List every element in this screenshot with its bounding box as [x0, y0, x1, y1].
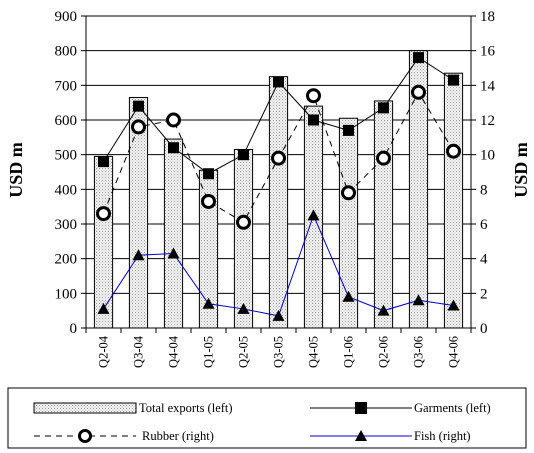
bar-total-exports: [268, 76, 289, 329]
left-tick-label: 900: [55, 9, 78, 25]
right-tick-label: 0: [480, 321, 488, 337]
bar-total-exports: [233, 148, 254, 329]
legend-marker-fish: [355, 430, 367, 441]
left-tick-label: 400: [55, 182, 78, 198]
right-axis-title: USD m: [511, 142, 531, 198]
right-tick-label: 14: [480, 78, 496, 94]
point-rubber: [411, 84, 426, 100]
x-category-label: Q4-04: [167, 335, 181, 368]
bars-total-exports: [93, 50, 464, 329]
legend-label-fish: Fish (right): [414, 429, 471, 443]
legend-box: [7, 387, 527, 449]
point-garments: [448, 74, 459, 86]
legend-marker-rubber: [78, 429, 92, 443]
point-rubber: [236, 214, 251, 230]
point-fish: [447, 299, 460, 311]
legend-label-total-exports: Total exports (left): [139, 401, 233, 415]
left-tick-label: 200: [55, 252, 78, 268]
right-tick-label: 12: [480, 113, 495, 129]
point-rubber: [376, 150, 391, 166]
left-tick-label: 800: [55, 44, 78, 60]
point-fish: [377, 304, 390, 316]
point-garments: [238, 149, 249, 161]
point-garments: [343, 124, 354, 136]
point-rubber: [96, 206, 111, 222]
point-garments: [308, 114, 319, 126]
point-fish: [97, 302, 110, 314]
point-fish: [412, 294, 425, 306]
left-tick-label: 600: [55, 113, 78, 129]
legend-label-rubber: Rubber (right): [142, 429, 214, 443]
point-garments: [133, 100, 144, 112]
x-category-label: Q1-05: [202, 336, 216, 368]
left-tick-label: 100: [55, 286, 78, 302]
bar-total-exports: [93, 155, 114, 329]
point-garments: [168, 142, 179, 154]
point-rubber: [271, 150, 286, 166]
left-tick-label: 500: [55, 148, 78, 164]
point-fish: [167, 247, 180, 259]
point-garments: [98, 156, 109, 168]
point-garments: [273, 76, 284, 88]
x-category-label: Q3-06: [412, 336, 426, 368]
series-lines: [96, 52, 461, 321]
left-tick-label: 700: [55, 78, 78, 94]
legend-marker-garments: [355, 402, 367, 414]
right-tick-label: 6: [480, 217, 488, 233]
point-fish: [237, 302, 250, 314]
point-fish: [307, 209, 320, 221]
left-axis-title: USD m: [6, 142, 26, 198]
point-fish: [132, 249, 145, 261]
axes: 0 100 200 300 400 500 600 700 800 900 0 2 4 6 8 10 12 14 1…: [55, 9, 496, 368]
point-rubber: [131, 119, 146, 135]
point-fish: [342, 290, 355, 302]
point-rubber: [201, 193, 216, 209]
right-tick-label: 8: [480, 182, 488, 198]
bar-total-exports: [163, 138, 184, 329]
right-tick-label: 4: [480, 252, 488, 268]
x-category-label: Q1-06: [342, 336, 356, 368]
x-category-label: Q3-04: [132, 335, 146, 368]
point-garments: [378, 102, 389, 114]
point-fish: [272, 309, 285, 321]
x-category-label: Q2-04: [97, 335, 111, 368]
legend-label-garments: Garments (left): [414, 401, 491, 415]
x-category-label: Q4-06: [447, 336, 461, 368]
point-rubber: [166, 112, 181, 128]
x-category-label: Q3-05: [272, 336, 286, 368]
left-tick-label: 300: [55, 217, 78, 233]
point-rubber: [446, 143, 461, 159]
point-fish: [202, 297, 215, 309]
point-rubber: [306, 88, 321, 104]
right-tick-label: 16: [480, 44, 496, 60]
point-rubber: [341, 185, 356, 201]
x-category-label: Q2-06: [377, 336, 391, 368]
right-tick-label: 2: [480, 286, 488, 302]
legend-swatch-total-exports: [33, 402, 137, 414]
x-category-label: Q4-05: [307, 336, 321, 368]
plot-frame: [85, 15, 472, 329]
right-tick-label: 10: [480, 148, 495, 164]
bar-total-exports: [373, 100, 394, 329]
legend: Total exports (left) Garments (left) Rub…: [7, 387, 527, 449]
left-tick-label: 0: [70, 321, 78, 337]
right-tick-label: 18: [480, 9, 495, 25]
x-category-label: Q2-05: [237, 336, 251, 368]
point-garments: [203, 168, 214, 180]
point-garments: [413, 52, 424, 64]
bar-total-exports: [443, 72, 464, 329]
